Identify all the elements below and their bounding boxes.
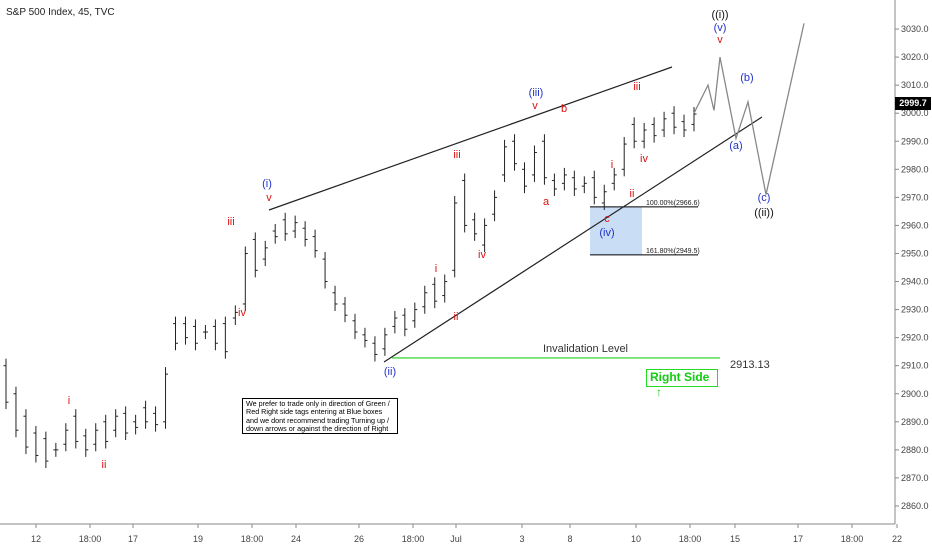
wave-label: (iv) (599, 227, 614, 239)
y-tick-label: 2880.0 (901, 445, 929, 455)
y-tick-label: 3010.0 (901, 80, 929, 90)
x-tick-label: 24 (291, 534, 301, 544)
wave-label: iii (633, 81, 640, 93)
y-tick-label: 2950.0 (901, 248, 929, 258)
x-tick-label: 15 (730, 534, 740, 544)
wave-label: (c) (758, 192, 771, 204)
y-tick-label: 2920.0 (901, 333, 929, 343)
projection-path (693, 23, 805, 195)
lower-channel-line (383, 116, 763, 363)
y-tick-label: 2870.0 (901, 473, 929, 483)
y-tick-label: 3000.0 (901, 108, 929, 118)
fib-label-161: 161.80%(2949.5) (646, 248, 700, 255)
upper-channel-line (268, 66, 673, 211)
x-tick-label: Jul (450, 534, 462, 544)
x-tick-label: 19 (193, 534, 203, 544)
invalidation-label: Invalidation Level (543, 343, 628, 355)
y-tick-label: 2890.0 (901, 417, 929, 427)
strategy-note: We prefer to trade only in direction of … (242, 398, 398, 434)
y-tick-label: 2930.0 (901, 305, 929, 315)
wave-label: ii (630, 188, 635, 200)
wave-label: i (611, 159, 613, 171)
wave-label: (b) (740, 72, 753, 84)
x-tick-label: 3 (519, 534, 524, 544)
wave-label: (ii) (384, 366, 396, 378)
wave-label: b (561, 103, 567, 115)
x-tick-label: 10 (631, 534, 641, 544)
x-tick-label: 26 (354, 534, 364, 544)
wave-label: (iii) (529, 87, 544, 99)
wave-label: ii (454, 311, 459, 323)
y-tick-label: 2910.0 (901, 361, 929, 371)
x-tick-label: 17 (128, 534, 138, 544)
last-price-tag: 2999.7 (895, 97, 931, 110)
wave-label: a (543, 196, 550, 208)
y-tick-label: 3020.0 (901, 52, 929, 62)
y-tick-label: 2990.0 (901, 136, 929, 146)
x-tick-label: 22 (892, 534, 902, 544)
y-tick-label: 2860.0 (901, 501, 929, 511)
y-tick-label: 3030.0 (901, 24, 929, 34)
x-tick-label: 18:00 (679, 534, 702, 544)
x-tick-label: 8 (567, 534, 572, 544)
wave-label: i (435, 263, 437, 275)
y-tick-label: 2900.0 (901, 389, 929, 399)
wave-label: c (604, 213, 610, 225)
wave-label: iv (478, 249, 486, 261)
y-tick-label: 2980.0 (901, 164, 929, 174)
wave-label: v (266, 192, 272, 204)
wave-label: (a) (729, 140, 742, 152)
x-tick-label: 18:00 (841, 534, 864, 544)
wave-label: ((i)) (711, 9, 728, 21)
x-tick-label: 12 (31, 534, 41, 544)
wave-label: (v) (714, 22, 727, 34)
wave-label: (i) (262, 178, 272, 190)
wave-label: v (717, 34, 723, 46)
x-tick-label: 18:00 (241, 534, 264, 544)
wave-label: iv (640, 153, 648, 165)
y-tick-label: 2940.0 (901, 277, 929, 287)
chart-title: S&P 500 Index, 45, TVC (6, 7, 115, 18)
x-tick-label: 18:00 (79, 534, 102, 544)
x-tick-label: 17 (793, 534, 803, 544)
y-tick-label: 2960.0 (901, 220, 929, 230)
wave-label: iv (238, 307, 246, 319)
wave-label: i (68, 395, 70, 407)
right-side-tag: Right Side ↑ (646, 369, 718, 399)
wave-label: ((ii)) (754, 207, 774, 219)
wave-label: v (532, 100, 538, 112)
up-arrow-icon: ↑ (656, 385, 662, 399)
fib-blue-box (590, 206, 642, 255)
x-tick-label: 18:00 (402, 534, 425, 544)
right-side-label: Right Side (650, 370, 710, 384)
wave-label: iii (227, 216, 234, 228)
wave-label: ii (102, 459, 107, 471)
invalidation-value: 2913.13 (730, 359, 770, 371)
wave-label: iii (453, 149, 460, 161)
y-tick-label: 2970.0 (901, 192, 929, 202)
fib-label-100: 100.00%(2966.6) (646, 200, 700, 207)
